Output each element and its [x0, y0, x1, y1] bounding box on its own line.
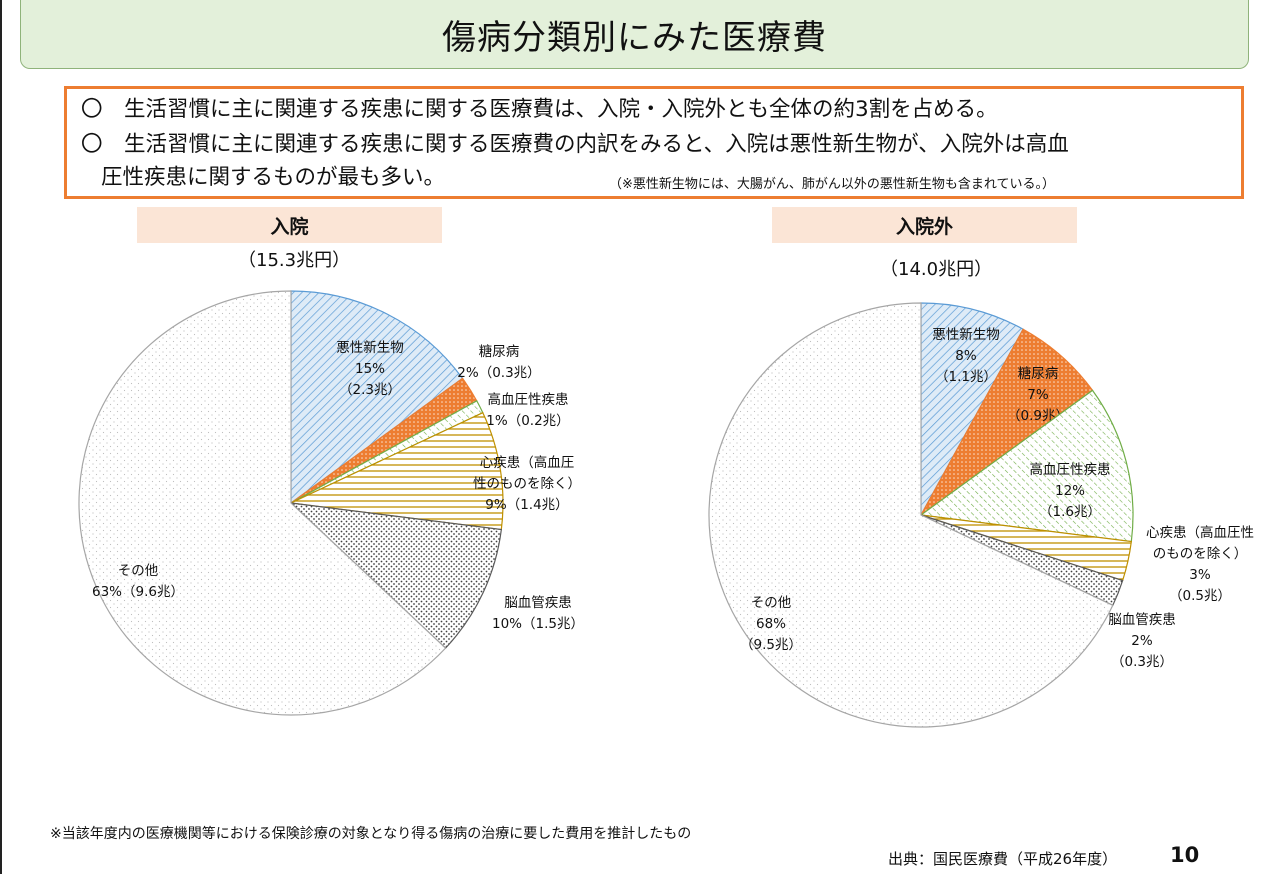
slice-label-heart-disease: 心疾患（高血圧性のものを除く） 9%（1.4兆）: [473, 454, 581, 513]
slice-label-diabetes: 糖尿病 2%（0.3兆）: [457, 344, 540, 381]
summary-bullet-2: 〇 生活習慣に主に関連する疾患に関する医療費の内訳をみると、入院は悪性新生物が、…: [81, 132, 1069, 157]
source-citation: 出典：国民医療費（平成26年度）: [888, 850, 1118, 868]
footnote: ※当該年度内の医療機関等における保険診療の対象となり得る傷病の治療に要した費用を…: [50, 826, 692, 842]
pie-slice-hypertension: [919, 389, 1134, 543]
pie-slice-heart-disease: [288, 411, 504, 531]
slice-label-cancer: 悪性新生物 8%（1.1兆）: [932, 327, 1000, 385]
inpatient-pie: 悪性新生物 15%（2.3兆） 糖尿病 2%（0.3兆） 高血圧性疾患 1%（0.2兆） 心…: [78, 290, 584, 716]
inpatient-chart-title: 入院: [137, 207, 442, 243]
pie-slice-cancer: [290, 290, 464, 505]
left-edge-line: [0, 0, 2, 874]
pie-slice-other: [708, 302, 1114, 728]
pie-slice-other: [78, 290, 447, 716]
slice-label-hypertension: 高血圧性疾患 1%（0.2兆）: [486, 391, 569, 429]
summary-bullet-1: 〇 生活習慣に主に関連する疾患に関する医療費は、入院・入院外とも全体の約3割を占…: [81, 97, 998, 122]
outpatient-pie: 悪性新生物 8%（1.1兆） 糖尿病 7%（0.9兆）高血圧性疾患 12%（1.6兆）心…: [708, 302, 1254, 728]
slice-label-cancer: 悪性新生物 15%（2.3兆）: [336, 340, 404, 398]
slice-label-heart-disease: 心疾患（高血圧性のものを除く） 3%（0.5兆）: [1146, 524, 1254, 604]
slice-label-other: その他 63%（9.6兆）: [92, 563, 184, 600]
pie-slice-cancer: [920, 302, 1024, 516]
inpatient-total: （15.3兆円）: [238, 250, 351, 271]
summary-note: （※悪性新生物には、大腸がん、肺がん以外の悪性新生物も含まれている。）: [609, 177, 1056, 192]
slice-label-hypertension: 高血圧性疾患 12%（1.6兆）: [1030, 461, 1111, 520]
slice-label-cerebrovascular: 脳血管疾患 2%（0.3兆）: [1108, 612, 1176, 670]
slice-label-other: その他 68%（9.5兆）: [740, 595, 802, 653]
slice-label-cerebrovascular: 脳血管疾患 10%（1.5兆）: [492, 595, 584, 632]
summary-bullet-2-continued: 圧性疾患に関するものが最も多い。: [101, 165, 446, 190]
outpatient-total: （14.0兆円）: [880, 259, 993, 280]
outpatient-chart-title: 入院外: [772, 207, 1077, 243]
page-title: 傷病分類別にみた医療費: [442, 17, 827, 58]
page-number: 10: [1170, 843, 1200, 867]
title-banner: 傷病分類別にみた医療費: [20, 0, 1249, 69]
pie-slice-cerebrovascular: [289, 502, 503, 649]
summary-box: 〇 生活習慣に主に関連する疾患に関する医療費は、入院・入院外とも全体の約3割を占…: [64, 86, 1244, 199]
